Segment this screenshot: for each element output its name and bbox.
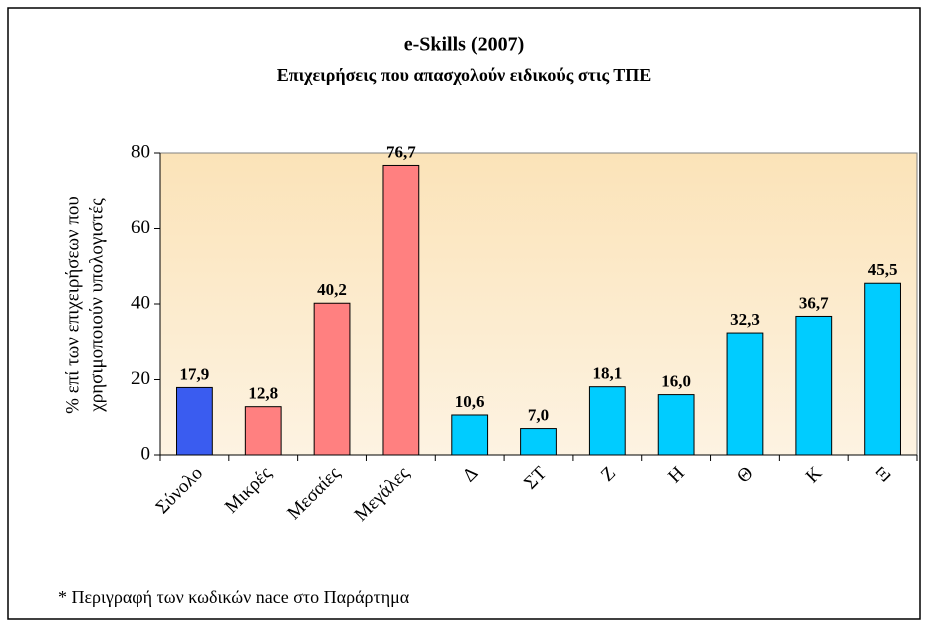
data-label: 18,1 <box>592 364 622 383</box>
y-tick-label: 40 <box>131 292 150 313</box>
bar <box>726 332 764 456</box>
data-label: 36,7 <box>799 293 829 312</box>
bar <box>864 282 901 456</box>
y-axis-label: χρησιμοποιούν υπολογιστές <box>86 198 107 413</box>
footnote: * Περιγραφή των κωδικών nace στο Παράρτη… <box>58 587 410 607</box>
chart-title: e-Skills (2007) <box>404 34 525 56</box>
y-tick-label: 60 <box>131 217 150 238</box>
y-tick-label: 20 <box>131 368 150 389</box>
bar <box>313 302 351 456</box>
data-label: 10,6 <box>455 392 485 411</box>
bar <box>588 386 626 456</box>
bar <box>657 394 695 456</box>
data-label: 17,9 <box>180 364 210 383</box>
bar <box>176 386 213 456</box>
data-label: 16,0 <box>661 372 691 391</box>
data-label: 7,0 <box>528 405 549 424</box>
bar <box>451 414 489 456</box>
chart-subtitle: Επιχειρήσεις που απασχολούν ειδικούς στι… <box>277 65 652 85</box>
bar <box>244 406 282 456</box>
data-label: 32,3 <box>730 310 760 329</box>
y-tick-label: 80 <box>131 141 150 162</box>
data-label: 40,2 <box>317 280 347 299</box>
data-label: 12,8 <box>248 384 278 403</box>
bar <box>520 428 557 456</box>
data-label: 76,7 <box>386 142 416 161</box>
bar <box>382 164 420 456</box>
bar <box>795 315 833 456</box>
y-axis-label: % επί των επιχειρήσεων που <box>62 196 83 414</box>
plot-area <box>159 152 918 456</box>
y-tick-label: 0 <box>141 443 151 464</box>
data-label: 45,5 <box>868 260 898 279</box>
